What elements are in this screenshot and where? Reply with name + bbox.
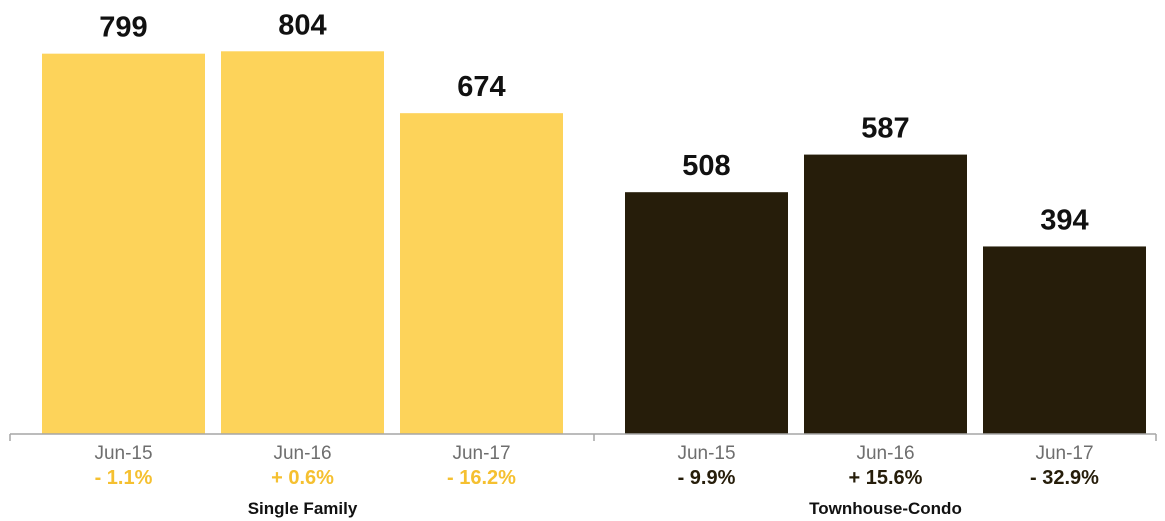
- data-label: 508: [682, 150, 730, 182]
- bar-townhouse-condo-3: [983, 246, 1146, 434]
- bar-single-family-3: [400, 113, 563, 435]
- bar-single-family-2: [221, 51, 384, 435]
- change-label: - 32.9%: [1030, 467, 1099, 489]
- data-label: 394: [1040, 204, 1088, 236]
- group-label: Single Family: [248, 499, 358, 518]
- change-label: - 1.1%: [95, 467, 153, 489]
- x-tick-label: Jun-16: [273, 443, 331, 464]
- change-label: - 9.9%: [678, 467, 736, 489]
- data-label: 587: [861, 113, 909, 145]
- x-tick-label: Jun-17: [452, 443, 510, 464]
- chart-labels: 799 Jun-15 - 1.1% 804 Jun-16 + 0.6% 674 Jun-17 -…: [94, 9, 1099, 518]
- chart-marks: [42, 51, 1146, 435]
- x-tick-label: Jun-17: [1035, 443, 1093, 464]
- x-tick-label: Jun-15: [94, 443, 152, 464]
- change-label: - 16.2%: [447, 467, 516, 489]
- change-label: + 0.6%: [271, 467, 334, 489]
- group-label: Townhouse-Condo: [809, 499, 962, 518]
- data-label: 674: [457, 71, 505, 103]
- x-tick-label: Jun-15: [677, 443, 735, 464]
- x-axis: [9, 433, 1157, 441]
- bar-single-family-1: [42, 53, 205, 435]
- x-tick-label: Jun-16: [856, 443, 914, 464]
- data-label: 799: [99, 12, 147, 44]
- bar-townhouse-condo-2: [804, 154, 967, 434]
- change-label: + 15.6%: [849, 467, 923, 489]
- bar-townhouse-condo-1: [625, 192, 788, 434]
- data-label: 804: [278, 9, 326, 41]
